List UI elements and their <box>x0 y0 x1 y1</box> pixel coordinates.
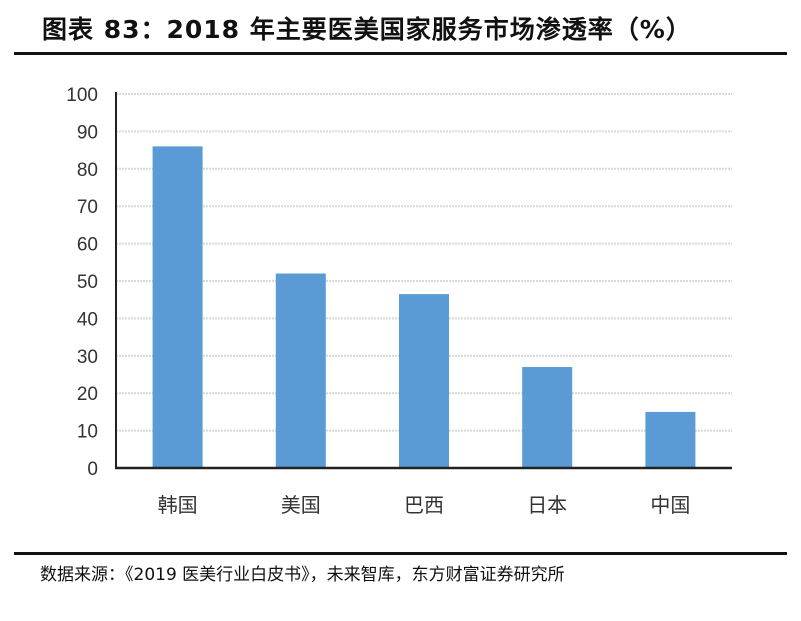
bar-4 <box>645 411 696 468</box>
chart-title: 图表 83：2018 年主要医美国家服务市场渗透率（%） <box>42 15 692 44</box>
source-note: 数据来源：《2019 医美行业白皮书》，未来智库，东方财富证券研究所 <box>40 565 565 585</box>
bar-3 <box>522 367 573 468</box>
y-tick-label: 90 <box>77 122 98 143</box>
x-axis-labels: 韩国 美国 巴西 日本 中国 <box>158 493 691 517</box>
x-category-label: 美国 <box>281 493 321 517</box>
x-category-label: 韩国 <box>158 493 198 517</box>
y-tick-label: 30 <box>77 347 98 368</box>
gridlines <box>116 93 732 432</box>
y-tick-label: 80 <box>77 160 98 181</box>
bar-1 <box>275 273 326 468</box>
bars <box>152 146 696 469</box>
bar-0 <box>152 146 203 469</box>
title-divider <box>14 52 787 55</box>
y-axis-ticks: 0 10 20 30 40 50 60 70 80 90 100 <box>66 85 98 480</box>
x-category-label: 巴西 <box>404 493 444 517</box>
y-tick-label: 10 <box>77 422 98 443</box>
bar-chart: 0 10 20 30 40 50 60 70 80 90 100 韩国 美国 巴西 日本 中国 <box>66 85 732 517</box>
y-tick-label: 0 <box>87 459 98 480</box>
y-tick-label: 100 <box>66 85 98 106</box>
y-tick-label: 50 <box>77 272 98 293</box>
y-tick-label: 60 <box>77 235 98 256</box>
x-category-label: 中国 <box>650 493 690 517</box>
y-tick-label: 40 <box>77 309 98 330</box>
y-tick-label: 70 <box>77 197 98 218</box>
bar-2 <box>399 294 449 468</box>
y-tick-label: 20 <box>77 384 98 405</box>
x-category-label: 日本 <box>527 493 567 517</box>
source-divider <box>14 552 787 555</box>
